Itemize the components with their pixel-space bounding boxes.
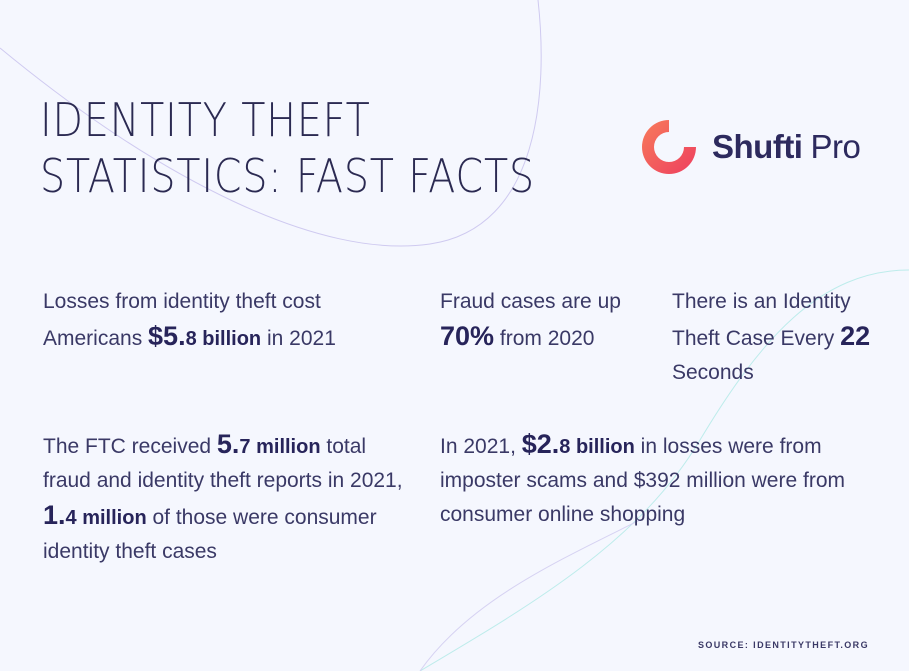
fact-fraud-cases: Fraud cases are up 70% from 2020 [440,285,650,356]
fact-number: 70% [440,321,495,351]
fact-number: 22 [840,321,871,351]
logo-word-pro: Pro [810,128,861,165]
fact-ftc-reports: The FTC received 5.7 million total fraud… [43,427,413,569]
fact-text: in losses were from imposter scams and $… [440,435,845,526]
fact-text: Seconds [672,361,754,384]
fact-highlight: 8 billion [559,436,635,458]
shufti-pro-logo: Shufti Pro [640,116,861,178]
fact-text: The FTC received [43,435,217,458]
fact-highlight: 4 million [65,507,147,529]
fact-text: Fraud cases are up [440,290,621,313]
title-line-1: IDENTITY THEFT [40,93,371,147]
fact-number: 1. [43,500,66,530]
fact-text: Losses from identity theft cost American… [43,290,321,350]
shufti-pro-logo-icon [642,120,696,174]
fact-highlight: 7 million [239,436,321,458]
fact-imposter-scams: In 2021, $2.8 billion in losses were fro… [440,427,870,532]
fact-number: 5. [216,429,240,459]
fact-text: in 2021 [261,327,336,350]
title-line-2: STATISTICS: FAST FACTS [40,149,535,203]
fact-text: total fraud and identity theft reports i… [43,435,403,492]
page-title: IDENTITY THEFT STATISTICS: FAST FACTS [40,92,535,204]
logo-word-shufti: Shufti [712,128,803,165]
fact-text: There is an Identity Theft Case Every [672,290,851,350]
source-credit: SOURCE: IDENTITYTHEFT.ORG [697,640,869,650]
fact-number: $2. [521,429,560,459]
fact-text: In 2021, [440,435,522,458]
fact-identity-theft-frequency: There is an Identity Theft Case Every 22… [672,285,882,390]
logo-wordmark: Shufti Pro [712,128,861,166]
fact-text: of those were consumer identity theft ca… [43,506,377,563]
fact-highlight: 8 billion [185,328,262,350]
fact-number: $5. [148,321,186,351]
fact-text: from 2020 [494,327,595,350]
fact-losses: Losses from identity theft cost American… [43,285,383,356]
purple-curve-lower [419,519,641,671]
